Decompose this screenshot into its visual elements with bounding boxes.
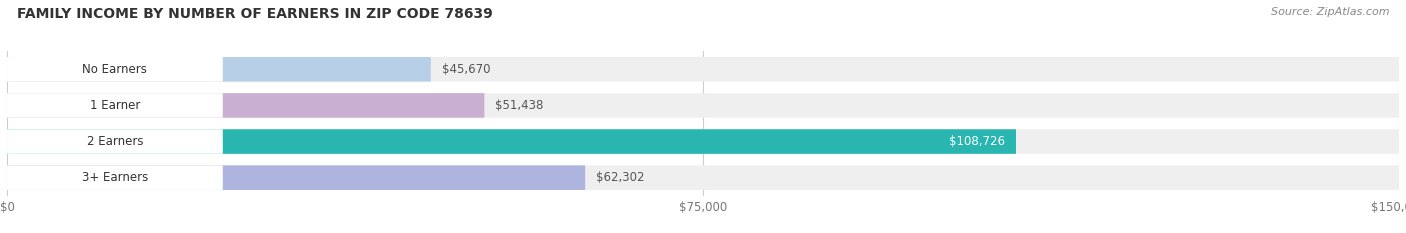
FancyBboxPatch shape xyxy=(7,165,222,190)
FancyBboxPatch shape xyxy=(7,165,1399,190)
FancyBboxPatch shape xyxy=(7,57,222,82)
FancyBboxPatch shape xyxy=(7,93,484,118)
FancyBboxPatch shape xyxy=(7,165,585,190)
Text: 2 Earners: 2 Earners xyxy=(87,135,143,148)
Text: Source: ZipAtlas.com: Source: ZipAtlas.com xyxy=(1271,7,1389,17)
Text: 1 Earner: 1 Earner xyxy=(90,99,141,112)
Text: $108,726: $108,726 xyxy=(949,135,1005,148)
FancyBboxPatch shape xyxy=(7,129,222,154)
FancyBboxPatch shape xyxy=(7,93,222,118)
Text: No Earners: No Earners xyxy=(83,63,148,76)
FancyBboxPatch shape xyxy=(7,57,430,82)
FancyBboxPatch shape xyxy=(7,93,1399,118)
Text: $51,438: $51,438 xyxy=(495,99,544,112)
Text: FAMILY INCOME BY NUMBER OF EARNERS IN ZIP CODE 78639: FAMILY INCOME BY NUMBER OF EARNERS IN ZI… xyxy=(17,7,492,21)
Text: $62,302: $62,302 xyxy=(596,171,645,184)
Text: 3+ Earners: 3+ Earners xyxy=(82,171,148,184)
Text: $45,670: $45,670 xyxy=(441,63,491,76)
FancyBboxPatch shape xyxy=(7,129,1017,154)
FancyBboxPatch shape xyxy=(7,57,1399,82)
FancyBboxPatch shape xyxy=(7,129,1399,154)
